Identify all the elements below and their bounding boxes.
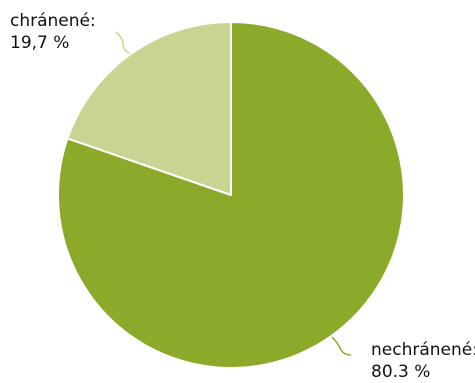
slice-label-unprotected: nechránené: 80.3 % bbox=[371, 339, 475, 383]
pie-slice-protected bbox=[66, 21, 232, 196]
slice-label-protected-name: chránené: bbox=[10, 11, 96, 31]
leader-line-protected bbox=[115, 31, 130, 54]
slice-label-unprotected-value: 80.3 % bbox=[371, 362, 431, 382]
slice-label-unprotected-name: nechránené: bbox=[371, 340, 475, 360]
slice-label-protected: chránené: 19,7 % bbox=[10, 10, 96, 54]
leader-line-unprotected bbox=[331, 336, 352, 356]
pie-slices bbox=[57, 21, 405, 369]
slice-label-protected-value: 19,7 % bbox=[10, 33, 70, 53]
